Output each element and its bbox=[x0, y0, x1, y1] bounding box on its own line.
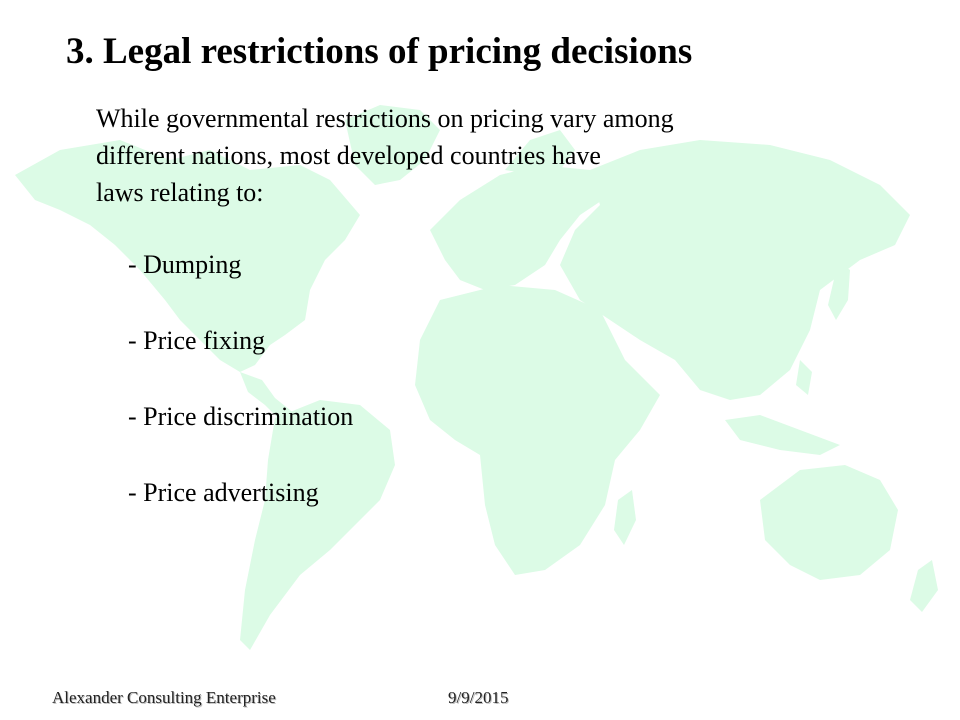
slide-title: 3. Legal restrictions of pricing decisio… bbox=[66, 31, 693, 72]
europe-shape bbox=[430, 165, 610, 290]
greenland-shape bbox=[345, 105, 440, 185]
indonesia-shape bbox=[725, 415, 840, 455]
bullet-item-price-advertising: - Price advertising bbox=[128, 478, 319, 507]
bullet-item-price-fixing: - Price fixing bbox=[128, 326, 266, 355]
intro-paragraph: While governmental restrictions on prici… bbox=[96, 100, 816, 211]
intro-line: While governmental restrictions on prici… bbox=[96, 104, 674, 133]
footer-company: Alexander Consulting Enterprise bbox=[52, 688, 276, 707]
intro-line: laws relating to: bbox=[96, 178, 264, 207]
bullet-item-dumping: - Dumping bbox=[128, 250, 242, 279]
bullet-item-price-discrimination: - Price discrimination bbox=[128, 402, 354, 431]
africa-shape bbox=[415, 285, 660, 575]
south-america-shape bbox=[240, 400, 395, 650]
australia-shape bbox=[760, 465, 898, 580]
footer-date: 9/9/2015 bbox=[448, 688, 509, 707]
madagascar-shape bbox=[614, 490, 636, 545]
philippines-shape bbox=[796, 360, 812, 395]
central-america-shape bbox=[240, 372, 300, 425]
japan-shape bbox=[828, 262, 850, 320]
intro-line: different nations, most developed countr… bbox=[96, 141, 601, 170]
asia-shape bbox=[560, 140, 910, 400]
new-zealand-shape bbox=[910, 560, 938, 612]
north-america-shape bbox=[15, 140, 360, 372]
scandinavia-shape bbox=[505, 130, 575, 175]
